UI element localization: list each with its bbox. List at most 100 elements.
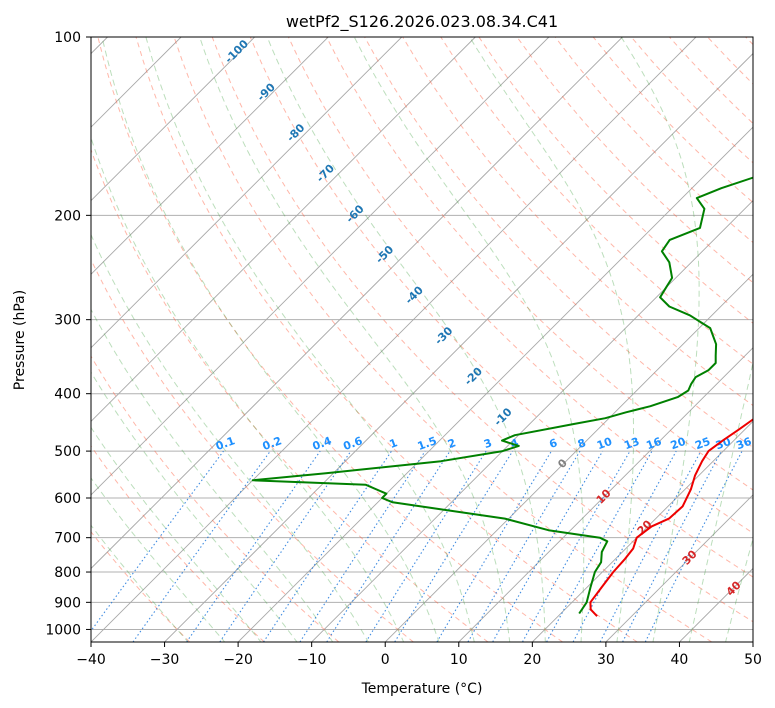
mixing-ratio-label: 30 <box>714 435 733 453</box>
mixing-ratio-line <box>91 450 224 632</box>
mixing-ratio-label: 2 <box>446 436 458 451</box>
moist-adiabat-line <box>725 536 753 642</box>
y-tick-label: 500 <box>54 444 81 460</box>
dry-adiabat-line <box>91 531 191 642</box>
mixing-ratio-line <box>394 450 514 642</box>
x-tick-label: 30 <box>597 652 615 668</box>
y-tick-label: 400 <box>54 387 81 403</box>
dry-adiabat-line <box>516 37 753 284</box>
isotherm-line <box>91 37 476 422</box>
x-tick-label: 50 <box>744 652 762 668</box>
mixing-ratio-line <box>546 450 653 642</box>
mixing-ratio-line <box>263 450 392 642</box>
moist-adiabat-line <box>199 37 511 642</box>
moist-adiabat-line <box>620 37 700 642</box>
mixing-ratio-label: 1 <box>388 436 400 451</box>
mixing-ratio-line <box>644 450 743 642</box>
y-tick-label: 1000 <box>45 622 81 638</box>
isotherm-line <box>164 52 753 642</box>
mixing-ratio-line <box>326 450 451 642</box>
x-axis-label: Temperature (°C) <box>361 681 483 697</box>
mixing-ratio-line <box>132 450 271 642</box>
mixing-ratio-label: 0.4 <box>311 434 334 453</box>
dry-adiabat-line <box>91 445 265 642</box>
moist-adiabat-line <box>91 426 262 642</box>
axis-ticks: −40 −30 −20 −10 0 10 20 30 40 5010020030040050060… <box>45 30 762 668</box>
dry-adiabat-line <box>173 37 713 642</box>
x-tick-label: −30 <box>150 652 180 668</box>
mixing-ratio-line <box>186 450 321 642</box>
isotherm-line <box>91 37 623 570</box>
mixing-ratio-label: 1.5 <box>416 434 439 453</box>
temperature-profile-line <box>589 418 753 617</box>
mixing-ratio-line <box>522 450 631 642</box>
mixing-ratio-label: 20 <box>669 435 688 453</box>
y-tick-label: 300 <box>54 313 81 329</box>
moist-adiabat-line <box>688 360 753 642</box>
y-tick-label: 900 <box>54 595 81 611</box>
sounding-profiles <box>251 176 753 617</box>
y-tick-label: 800 <box>54 565 81 581</box>
mixing-ratio-label: 0.2 <box>261 434 284 453</box>
dry-adiabat-line <box>211 37 753 623</box>
moist-adiabat-line <box>91 524 189 642</box>
dry-adiabat-line <box>91 258 414 642</box>
isotherm-line <box>91 37 697 642</box>
mixing-ratio-line <box>219 450 352 642</box>
y-tick-label: 200 <box>54 208 81 224</box>
isotherm-line <box>532 420 753 642</box>
moist-adiabat-line <box>145 37 475 642</box>
mixing-ratio-label: 25 <box>693 435 712 452</box>
mixing-ratio-label: 8 <box>576 436 588 451</box>
mixing-ratio-label: 6 <box>547 436 559 451</box>
moist-adiabat-line <box>91 308 334 642</box>
y-tick-label: 600 <box>54 491 81 507</box>
dry-adiabat-line <box>287 37 753 534</box>
moist-adiabat-line <box>91 477 226 642</box>
mixing-ratio-line <box>572 450 677 642</box>
mixing-ratio-label: 0.1 <box>214 434 237 453</box>
y-axis-label: Pressure (hPa) <box>12 290 28 390</box>
mixing-ratio-label: 13 <box>622 435 641 452</box>
plot-area <box>91 37 753 642</box>
y-tick-label: 700 <box>54 531 81 547</box>
mixing-ratio-label: 10 <box>595 435 614 453</box>
x-tick-label: −10 <box>297 652 327 668</box>
moist-adiabat-line <box>91 136 405 642</box>
dry-adiabat-line <box>440 37 753 365</box>
dry-adiabat-line <box>249 37 753 578</box>
dry-adiabat-line <box>91 148 489 642</box>
isotherm-line <box>237 126 753 642</box>
mixing-ratio-label: 16 <box>644 435 663 453</box>
isotherm-line <box>311 200 753 642</box>
mixing-ratio-label: 36 <box>735 435 754 453</box>
isotherm-line <box>605 494 753 642</box>
dry-adiabat-line <box>91 355 340 642</box>
moist-adiabat-line <box>266 37 546 642</box>
mixing-ratio-label: 0.6 <box>341 434 364 453</box>
x-tick-label: −20 <box>223 652 253 668</box>
x-tick-label: 10 <box>450 652 468 668</box>
mixing-ratio-label: 3 <box>482 436 494 451</box>
y-tick-label: 100 <box>54 30 81 46</box>
chart-title: wetPf2_S126.2026.023.08.34.C41 <box>286 12 558 32</box>
isotherm-line <box>91 37 550 496</box>
x-tick-label: 20 <box>523 652 541 668</box>
x-tick-label: −40 <box>76 652 106 668</box>
x-tick-label: 40 <box>671 652 689 668</box>
x-tick-label: 0 <box>381 652 390 668</box>
isotherm-line <box>91 37 403 349</box>
isotherm-line <box>458 347 753 642</box>
moist-adiabat-line <box>91 371 298 642</box>
moist-adiabat-line <box>101 37 440 642</box>
isotherm-line <box>384 273 753 642</box>
isotherm-line <box>91 37 329 275</box>
dewpoint-profile-line <box>251 176 753 615</box>
isotherm-line <box>91 37 255 202</box>
dry-adiabat-line <box>402 37 753 407</box>
mixing-ratio-line <box>299 450 426 642</box>
moist-adiabat-line <box>91 233 369 642</box>
moist-adiabat-line <box>469 37 634 642</box>
dry-adiabat-line <box>135 37 638 642</box>
